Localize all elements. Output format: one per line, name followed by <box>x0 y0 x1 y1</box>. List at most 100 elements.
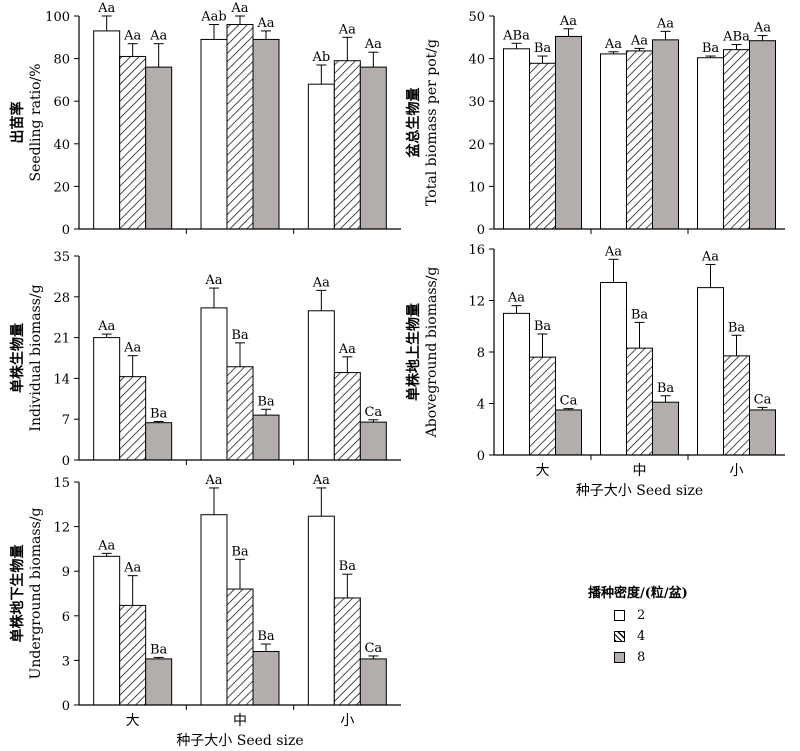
bar-density-2-white <box>503 48 530 230</box>
y-tick-label: 100 <box>45 10 70 25</box>
significance-letter: Aa <box>97 1 115 16</box>
significance-letter: Aa <box>507 291 525 306</box>
significance-letter: Aa <box>656 16 674 31</box>
bar-density-2-white <box>307 83 335 230</box>
bar-density-4-hatched <box>119 55 147 230</box>
bar-density-4-hatched <box>626 50 653 230</box>
y-tick-label: 0 <box>477 449 485 464</box>
y-axis-title-cn: 出苗率 <box>9 102 26 144</box>
x-axis-title: 种子大小 Seed size <box>576 483 703 499</box>
bar-density-2-white <box>697 287 724 456</box>
significance-letter: Ba <box>702 41 720 56</box>
y-tick-label: 10 <box>468 180 485 195</box>
y-tick-label: 16 <box>468 243 485 258</box>
bar-density-4-hatched <box>333 372 361 461</box>
significance-letter: Ba <box>534 41 552 56</box>
y-axis-title-cn: 盆总生物量 <box>405 88 422 159</box>
y-tick-label: 40 <box>53 138 70 153</box>
legend-label: 8 <box>637 650 646 665</box>
significance-letter: Aa <box>97 319 115 334</box>
y-tick-label: 0 <box>477 223 485 238</box>
y-tick-label: 20 <box>468 138 485 153</box>
significance-letter: Ba <box>728 320 746 335</box>
bar-density-8-gray <box>652 401 679 456</box>
significance-letter: Ca <box>560 394 578 409</box>
y-axis-title: 单株地上生物量 Aboveground biomass/g <box>405 267 440 439</box>
y-tick-label: 0 <box>62 699 70 714</box>
y-axis-title-en: Aboveground biomass/g <box>424 267 440 439</box>
y-tick-label: 35 <box>53 250 70 265</box>
significance-letter: Aa <box>149 29 167 44</box>
y-tick-label: 4 <box>477 398 485 413</box>
bar-density-8-gray <box>145 66 173 230</box>
bar-density-2-white <box>503 312 530 456</box>
legend-item-4: 4 <box>614 626 778 647</box>
significance-letter: Aa <box>123 341 141 356</box>
significance-letter: Ca <box>364 405 382 420</box>
bar-density-8-gray <box>252 414 280 461</box>
y-tick-label: 3 <box>62 654 70 669</box>
bar-density-8-gray <box>749 409 776 456</box>
bar-density-8-gray <box>652 39 679 230</box>
y-tick-label: 7 <box>62 413 70 428</box>
bar-density-4-hatched <box>723 49 750 230</box>
bar-density-8-gray <box>252 38 280 230</box>
x-category-label: 小 <box>730 463 744 479</box>
chart-panel-3: Aa Aa Aa Aa Ba Aa Ba Ba Ca 0 7 14 21 28 35 单株生物量 Individ… <box>9 250 401 469</box>
y-tick-label: 6 <box>62 610 70 625</box>
significance-letter: Ba <box>534 319 552 334</box>
significance-letter: Ba <box>339 559 357 574</box>
significance-letter: Ba <box>257 629 275 644</box>
bar-density-8-gray <box>555 409 582 456</box>
bar-density-2-white <box>93 555 121 706</box>
y-tick-label: 20 <box>53 180 70 195</box>
significance-letter: Ba <box>150 407 168 422</box>
legend-label: 4 <box>637 629 646 644</box>
significance-letter: Aa <box>97 538 115 553</box>
bar-density-4-hatched <box>119 604 147 706</box>
significance-letter: Aa <box>604 37 622 52</box>
bar-density-4-hatched <box>529 356 556 456</box>
y-tick-label: 0 <box>62 223 70 238</box>
significance-letter: Aa <box>312 275 330 290</box>
x-category-label: 大 <box>126 713 140 729</box>
legend-title: 播种密度/(粒/盆) <box>588 586 688 601</box>
bar-density-2-white <box>93 30 121 230</box>
y-tick-label: 40 <box>468 53 485 68</box>
y-axis-title-en: Underground biomass/g <box>28 508 44 680</box>
x-category-label: 中 <box>233 713 247 729</box>
y-tick-label: 12 <box>53 521 70 536</box>
significance-letter: Aa <box>123 561 141 576</box>
significance-letter: Aa <box>204 473 222 488</box>
bar-density-8-gray <box>359 658 387 706</box>
significance-letter: Ba <box>631 307 649 322</box>
significance-letter: Aa <box>559 14 577 29</box>
y-axis-title: 单株地下生物量 Underground biomass/g <box>9 508 44 680</box>
significance-letter: Aa <box>604 244 622 259</box>
y-tick-label: 9 <box>62 565 70 580</box>
y-tick-label: 80 <box>53 53 70 68</box>
bar-density-2-white <box>307 310 335 461</box>
y-axis-title: 出苗率 Seedling ratio/% <box>9 63 44 181</box>
significance-letter: ABa <box>722 30 750 45</box>
bar-density-4-hatched <box>723 355 750 456</box>
significance-letter: Aa <box>204 273 222 288</box>
significance-letter: Ca <box>754 392 772 407</box>
y-tick-label: 21 <box>53 332 70 347</box>
y-tick-label: 50 <box>468 10 485 25</box>
bar-density-8-gray <box>145 658 173 706</box>
bar-density-2-white <box>697 57 724 230</box>
bar-density-8-gray <box>555 35 582 230</box>
bar-density-4-hatched <box>226 366 254 461</box>
bar-density-8-gray <box>359 421 387 461</box>
significance-letter: Aa <box>256 16 274 31</box>
x-axis-title: 种子大小 Seed size <box>176 733 303 749</box>
y-tick-label: 30 <box>468 95 485 110</box>
bar-density-4-hatched <box>226 588 254 706</box>
significance-letter: ABa <box>502 28 530 43</box>
significance-letter: Ba <box>231 328 249 343</box>
bar-density-8-gray <box>252 650 280 706</box>
legend-item-2: 2 <box>614 605 778 626</box>
